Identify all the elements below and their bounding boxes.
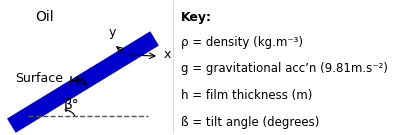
Text: ρ = density (kg.m⁻³): ρ = density (kg.m⁻³)	[181, 36, 303, 49]
Text: h = film thickness (m): h = film thickness (m)	[181, 89, 312, 102]
Text: Surface: Surface	[15, 72, 63, 85]
Text: y: y	[108, 26, 116, 39]
Text: Key:: Key:	[181, 11, 212, 24]
Text: H: H	[69, 75, 79, 89]
Text: g = gravitational acc’n (9.81m.s⁻²): g = gravitational acc’n (9.81m.s⁻²)	[181, 62, 388, 75]
Text: ß = tilt angle (degrees): ß = tilt angle (degrees)	[181, 116, 320, 129]
Text: Oil: Oil	[35, 10, 54, 24]
Text: x: x	[164, 48, 172, 61]
Text: β°: β°	[64, 97, 79, 112]
